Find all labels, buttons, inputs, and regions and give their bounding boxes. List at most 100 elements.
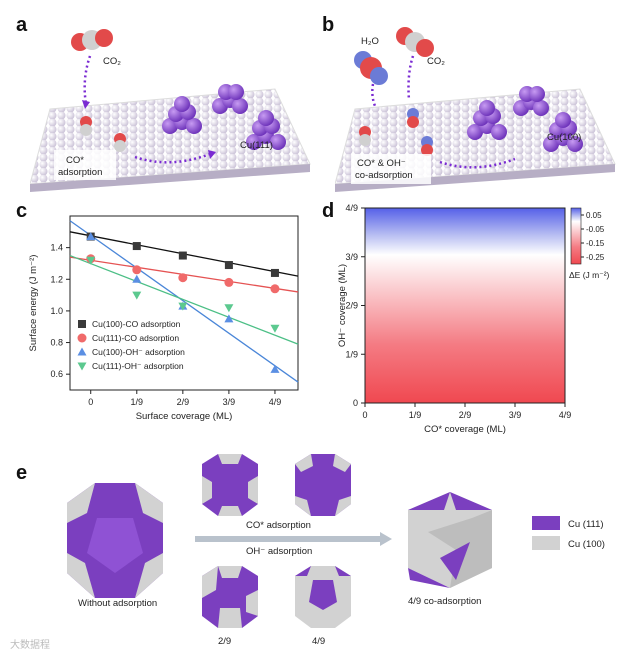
x-tick-label: 1/9	[131, 397, 144, 407]
caption-b-line2: co-adsorption	[355, 170, 413, 181]
label-without-adsorption: Without adsorption	[78, 598, 157, 609]
surface-energy-chart: 0.6 0.8 1.0 1.2 1.4 0 1/9 2/9 3/9 4/9 Surface cove…	[28, 215, 299, 422]
y-tick-label: 0	[353, 398, 358, 408]
data-point	[270, 364, 280, 373]
label-oh-adsorption: OH⁻ adsorption	[246, 546, 312, 557]
h2o-label: H₂O	[361, 36, 379, 47]
y-tick-label: 1.4	[50, 243, 63, 253]
arrow-transition	[195, 532, 392, 546]
legend-label: Cu(111)-OH⁻ adsorption	[92, 361, 184, 371]
h2o-molecule	[354, 51, 388, 85]
data-point	[132, 242, 141, 251]
cu-cluster	[162, 84, 286, 150]
colorbar-tick-label: 0.05	[586, 211, 602, 220]
panel-label-e: e	[16, 462, 28, 484]
y-tick-label: 1/9	[345, 349, 358, 359]
data-point	[224, 314, 234, 323]
panel-label-d: d	[322, 200, 335, 222]
watermark: 大数据程	[10, 640, 50, 651]
x-tick-label: 1/9	[409, 410, 422, 420]
polyhedron-co-2	[295, 454, 351, 516]
colorbar-tick-label: -0.05	[586, 225, 605, 234]
data-point	[77, 362, 87, 371]
data-point	[132, 291, 142, 300]
data-point	[132, 274, 142, 283]
x-tick-label: 0	[88, 397, 93, 407]
panel-e-illustration: Without adsorption CO* adsorption OH⁻ ad…	[67, 454, 605, 647]
co2-molecule	[71, 29, 113, 51]
x-tick-label: 4/9	[269, 397, 282, 407]
label-frac-2-9: 2/9	[218, 636, 231, 647]
data-point	[178, 251, 187, 260]
colorbar-label: ΔE (J m⁻²)	[569, 270, 610, 280]
colorbar	[570, 207, 582, 265]
polyhedron-oh-2	[295, 566, 351, 628]
data-point	[178, 273, 188, 283]
x-tick-label: 3/9	[509, 410, 522, 420]
legend-label: Cu(100)-CO adsorption	[92, 319, 181, 329]
x-tick-label: 0	[362, 410, 367, 420]
panel-label-a: a	[16, 14, 28, 36]
label-co-adsorption-4-9: 4/9 co-adsorption	[408, 596, 481, 607]
data-point	[132, 265, 142, 275]
data-point	[86, 256, 96, 265]
y-axis-label: OH⁻ coverage (ML)	[337, 264, 348, 347]
panel-a-illustration: CO₂ Cu(111) CO* adsorption	[30, 29, 311, 192]
y-tick-label: 4/9	[345, 203, 358, 213]
co2-label-b: CO₂	[427, 56, 445, 67]
polyhedron-oh-1	[202, 566, 258, 628]
colorbar-tick-label: -0.15	[586, 239, 605, 248]
y-axis-label: Surface energy (J m⁻²)	[28, 255, 39, 352]
legend-label-cu100: Cu (100)	[568, 539, 605, 550]
plot-frame	[69, 215, 299, 391]
co2-molecule	[396, 27, 434, 57]
polyhedron-without-adsorption	[67, 483, 163, 598]
x-tick-label: 3/9	[223, 397, 236, 407]
x-tick-label: 4/9	[559, 410, 572, 420]
fit-line	[69, 220, 299, 383]
cu111-label: Cu(111)	[240, 140, 273, 151]
cu100-label: Cu(100)	[547, 132, 581, 143]
polyhedron-co-adsorption	[408, 492, 492, 588]
legend-swatch-cu100	[532, 536, 560, 550]
legend-label: Cu(100)-OH⁻ adsorption	[92, 347, 185, 357]
data-point	[78, 320, 86, 328]
polyhedron-co-1	[202, 454, 258, 516]
co2-label: CO₂	[103, 56, 121, 67]
y-tick-label: 1.2	[50, 274, 63, 284]
legend-swatch-cu111	[532, 516, 560, 530]
y-tick-label: 3/9	[345, 252, 358, 262]
caption-a-line2: adsorption	[58, 167, 102, 178]
data-point	[224, 277, 234, 287]
x-axis-label: Surface coverage (ML)	[136, 411, 233, 422]
y-tick-label: 0.8	[50, 338, 63, 348]
data-point	[77, 347, 87, 356]
x-axis-label: CO* coverage (ML)	[424, 424, 506, 435]
caption-a-line1: CO*	[66, 155, 84, 166]
label-frac-4-9: 4/9	[312, 636, 325, 647]
data-point	[86, 232, 96, 241]
data-point	[224, 304, 234, 313]
panel-label-b: b	[322, 14, 335, 36]
panel-b-illustration: H₂O CO₂ Cu(100) CO* & OH⁻ co-adsorption	[335, 27, 616, 192]
panel-label-c: c	[16, 200, 28, 222]
heatmap-field	[365, 208, 565, 403]
legend-label: Cu(111)-CO adsorption	[92, 333, 179, 343]
data-point	[77, 333, 87, 343]
y-tick-label: 1.0	[50, 306, 63, 316]
data-point	[270, 268, 279, 277]
legend-label-cu111: Cu (111)	[568, 519, 604, 530]
caption-b-line1: CO* & OH⁻	[357, 158, 406, 169]
fit-line	[69, 254, 299, 345]
x-tick-label: 2/9	[177, 397, 190, 407]
colorbar-tick-label: -0.25	[586, 253, 605, 262]
y-tick-label: 2/9	[345, 301, 358, 311]
x-tick-label: 2/9	[459, 410, 472, 420]
label-co-adsorption: CO* adsorption	[246, 520, 311, 531]
data-point	[178, 302, 188, 311]
data-point	[224, 261, 233, 270]
data-point	[270, 284, 280, 294]
delta-e-heatmap: 0 1/9 2/9 3/9 4/9 0 1/9 2/9 3/9 4/9 CO* coverage (…	[337, 203, 610, 435]
y-tick-label: 0.6	[50, 369, 63, 379]
data-point	[270, 324, 280, 333]
